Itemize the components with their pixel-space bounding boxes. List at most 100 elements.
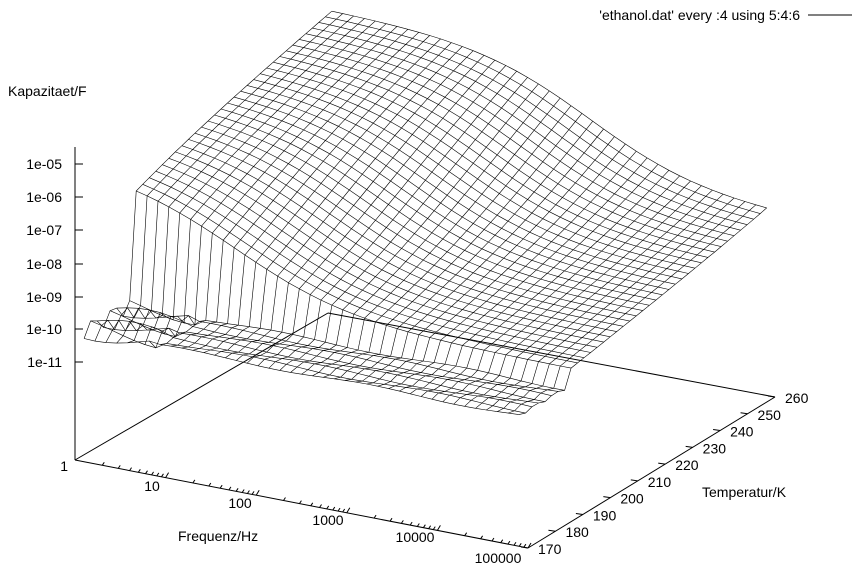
y-tick-mark <box>740 412 748 415</box>
y-tick-label: 180 <box>565 524 589 540</box>
x-tick-label: 1000 <box>312 512 343 528</box>
x-axis-label: Frequenz/Hz <box>178 528 258 544</box>
x-axis-line <box>74 459 529 549</box>
y-tick-mark <box>685 445 693 448</box>
x-minor-tick <box>422 524 426 528</box>
surface-gridline-frequency <box>475 193 724 409</box>
surface-gridline-frequency <box>388 151 637 389</box>
x-minor-tick <box>283 497 286 501</box>
surface-gridline-frequency <box>94 13 343 342</box>
x-minor-tick <box>145 470 148 474</box>
surface-gridline-frequency <box>236 55 485 361</box>
x-ticks: 10 100 1000 10000 100000 <box>101 462 532 563</box>
x-minor-tick <box>208 482 212 487</box>
surface-gridline-temperature <box>273 61 709 258</box>
surface-gridline-temperature <box>109 310 546 402</box>
x-minor-tick <box>319 504 322 508</box>
x-minor-tick <box>480 535 484 540</box>
y-tick-mark <box>603 496 611 499</box>
surface-gridline-frequency <box>149 26 398 349</box>
x-minor-tick <box>428 525 432 529</box>
z-tick-label: 1e-11 <box>27 354 62 370</box>
y-tick-label: 230 <box>703 440 727 456</box>
x-minor-tick <box>500 539 504 543</box>
surface-gridline-frequency <box>486 197 735 411</box>
x-tick-label: 10000 <box>396 529 435 545</box>
surface-gridline-frequency <box>507 204 757 414</box>
surface-gridline-frequency <box>344 121 594 381</box>
x-minor-tick <box>241 489 245 493</box>
z-ticks: 1e-05 1e-06 1e-07 1e-08 1e-09 1e-10 1e-11 <box>26 156 83 370</box>
surface-gridline-frequency <box>192 38 441 351</box>
y-tick-mark <box>767 395 776 398</box>
x-minor-tick <box>373 514 377 519</box>
surface-gridline-frequency <box>268 71 517 369</box>
z-tick-label: 1e-09 <box>26 289 62 305</box>
x-back-axis-line <box>74 312 329 461</box>
surface-gridline-frequency <box>170 32 420 347</box>
x-minor-tick <box>416 523 420 527</box>
x-minor-tick <box>332 506 336 511</box>
surface-gridline-frequency <box>377 143 626 387</box>
y-tick-label: 170 <box>538 541 562 557</box>
x-minor-tick <box>337 507 341 512</box>
x-minor-tick <box>513 541 517 546</box>
z-axis-base-label: 1 <box>60 458 68 474</box>
x-tick-mark <box>165 472 170 478</box>
surface-gridline-frequency <box>442 180 691 403</box>
x-tick-label: 100000 <box>475 550 522 563</box>
x-tick-label: 100 <box>228 495 252 511</box>
surface-gridline-frequency <box>410 164 659 395</box>
y-tick-label: 260 <box>785 390 809 406</box>
z-tick-label: 1e-07 <box>26 222 62 238</box>
surface-gridline-frequency <box>334 113 583 380</box>
surface-gridline-frequency <box>497 201 746 412</box>
x-tick-mark <box>346 507 351 514</box>
surface-gridline-frequency <box>116 18 365 344</box>
surface-gridline-frequency <box>203 42 452 353</box>
y-tick-mark <box>713 429 721 432</box>
x-minor-tick <box>400 520 404 524</box>
x-minor-tick <box>507 540 511 545</box>
surface-gridline-frequency <box>453 185 702 405</box>
surface-gridline-frequency <box>83 10 332 339</box>
y-axis-line <box>527 396 776 549</box>
y-tick-label: 250 <box>758 407 782 423</box>
surface-gridline-frequency <box>420 170 670 397</box>
surface-gridline-frequency <box>279 77 528 371</box>
surface-gridline-frequency <box>214 46 463 356</box>
y-tick-mark <box>658 462 666 465</box>
x-minor-tick <box>161 473 164 478</box>
surface-gridline-frequency <box>181 35 430 349</box>
y-tick-label: 200 <box>620 491 644 507</box>
surface-gridline-frequency <box>290 83 539 373</box>
surface-gridline-frequency <box>127 20 376 344</box>
surface-gridline-frequency <box>323 105 572 378</box>
y-tick-mark <box>630 479 638 482</box>
surface-gridline-frequency <box>312 97 561 377</box>
x-minor-tick <box>117 465 121 469</box>
x-minor-tick <box>491 537 495 542</box>
y-back-axis-line <box>327 312 776 398</box>
surface-gridline-frequency <box>431 175 680 400</box>
surface-gridline-frequency <box>355 128 604 383</box>
surface-gridline-temperature <box>220 108 656 301</box>
x-minor-tick <box>523 543 527 548</box>
surface-gridline-temperature <box>84 338 519 415</box>
x-minor-tick <box>389 517 393 522</box>
y-tick-mark <box>520 546 529 549</box>
surface-gridline-frequency <box>366 136 615 385</box>
z-axis-label: Kapazitaet/F <box>8 83 87 99</box>
surface-gridline-frequency <box>301 90 550 375</box>
x-minor-tick <box>409 521 413 526</box>
surface-gridline-temperature <box>214 114 650 306</box>
surface-gridline-frequency <box>138 23 387 345</box>
y-axis-label: Temperatur/K <box>702 484 787 500</box>
x-minor-tick <box>518 543 522 547</box>
surface-gridline-temperature <box>299 39 735 236</box>
surface-gridline-frequency <box>160 29 409 345</box>
x-minor-tick <box>432 526 436 530</box>
x-minor-tick <box>247 490 250 494</box>
